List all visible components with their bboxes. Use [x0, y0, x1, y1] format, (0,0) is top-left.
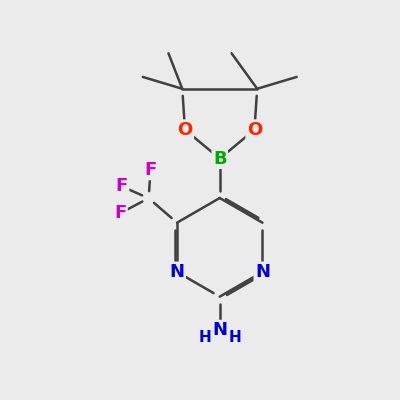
Text: O: O	[247, 121, 262, 139]
Text: H: H	[198, 330, 211, 345]
Text: H: H	[228, 330, 241, 345]
Text: N: N	[255, 263, 270, 281]
Text: O: O	[177, 121, 193, 139]
Text: N: N	[212, 321, 227, 339]
Text: F: F	[116, 177, 128, 195]
Text: F: F	[144, 161, 157, 179]
Text: N: N	[170, 263, 184, 281]
Text: F: F	[114, 204, 126, 222]
Text: B: B	[213, 150, 226, 168]
